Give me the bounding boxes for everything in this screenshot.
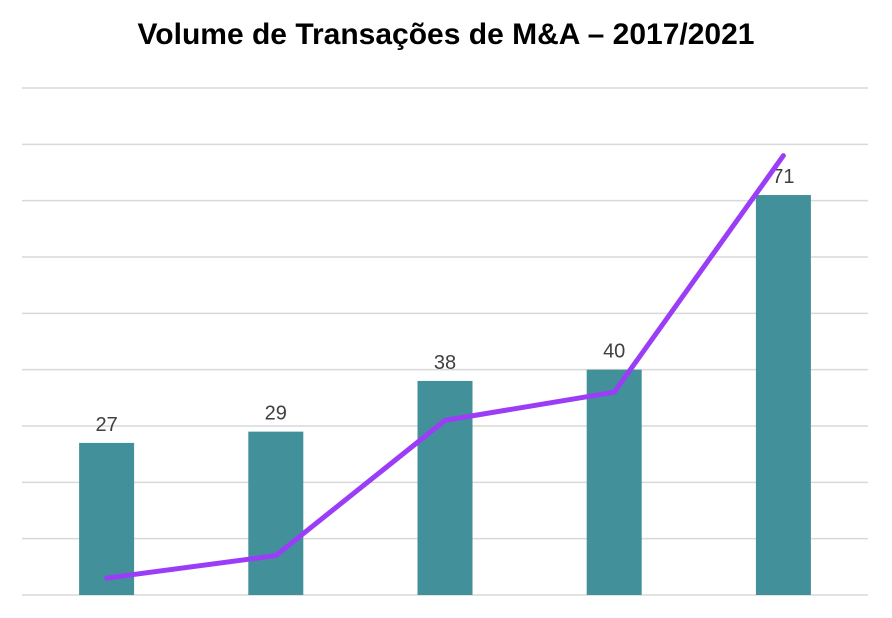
data-label: 29 — [265, 403, 287, 425]
bar — [755, 195, 811, 596]
bar — [417, 380, 473, 595]
bar — [248, 431, 304, 595]
data-label: 40 — [603, 341, 625, 363]
chart-title: Volume de Transações de M&A – 2017/2021 — [137, 18, 755, 51]
data-label: 38 — [434, 352, 456, 374]
data-label: 71 — [772, 166, 794, 188]
data-label: 27 — [95, 414, 117, 436]
bar — [586, 369, 642, 595]
bar — [79, 442, 135, 595]
trend-line — [104, 153, 786, 581]
